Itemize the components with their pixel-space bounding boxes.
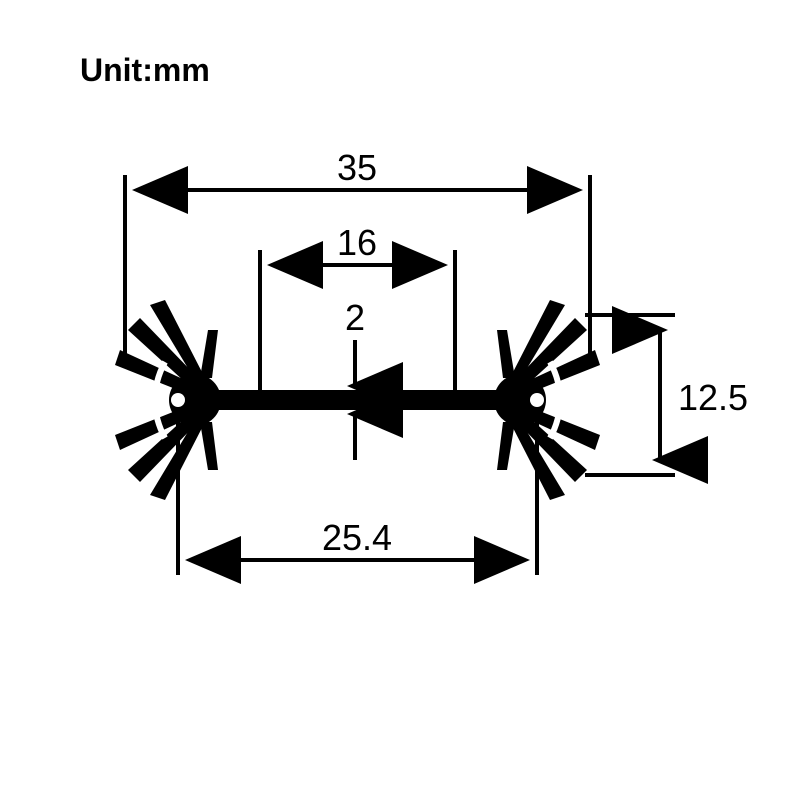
dim-2-value: 2 [345,297,365,338]
dim-2: 2 [345,297,365,460]
drawing-canvas: Unit:mm [0,0,800,800]
dim-16: 16 [275,222,440,265]
dim-35: 35 [140,147,575,190]
technical-diagram: 35 16 2 12.5 25.4 [0,0,800,800]
dim-12-5-value: 12.5 [678,377,748,418]
dim-35-value: 35 [337,147,377,188]
dim-25-4-value: 25.4 [322,517,392,558]
dim-12-5: 12.5 [660,330,748,460]
dim-16-value: 16 [337,222,377,263]
dim-25-4: 25.4 [193,517,522,560]
